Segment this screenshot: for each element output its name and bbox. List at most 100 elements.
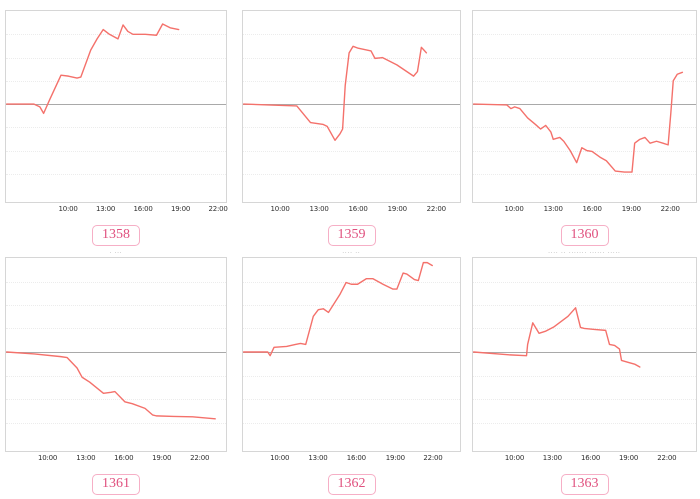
chart-line-path [244,46,427,140]
chart-line-path [474,308,640,367]
chart-id-badge[interactable]: 1361 [92,474,140,495]
gridline [243,80,460,82]
gridline [6,127,226,129]
line-chart-plot-area [472,257,697,452]
gridline [243,127,460,129]
chart-panel-1363: ···· ·· ······· ······ ····· 10:00 13:00 1… [472,243,697,495]
x-axis-tick-label: 19:00 [171,205,191,213]
chart-id-badge[interactable]: 1363 [560,474,609,495]
zero-baseline [6,351,226,353]
x-axis-tick-label: 13:00 [309,205,329,213]
gridline [6,328,226,330]
gridline [6,150,226,152]
x-axis-tick-label: 22:00 [423,454,443,462]
line-chart-svg [6,258,226,451]
x-axis-tick-label: 16:00 [348,205,368,213]
gridline [473,305,696,307]
gridline [6,281,226,283]
chart-line-path [7,24,179,113]
chart-id-badge[interactable]: 1358 [92,225,140,246]
gridline [6,422,226,424]
x-axis-tick-label: 16:00 [114,454,134,462]
gridline [473,127,696,129]
x-axis-tick-label: 19:00 [152,454,172,462]
x-axis: 10:00 13:00 16:00 19:00 22:00 [242,452,461,463]
chart-label-row: 1360 [472,223,697,246]
chart-label-row: 1362 [242,472,461,495]
x-axis-tick-label: 16:00 [133,205,153,213]
x-axis: 10:00 13:00 16:00 19:00 22:00 [472,452,697,463]
zero-baseline [473,104,696,106]
line-chart-plot-area [242,257,461,452]
zero-baseline [6,104,226,106]
x-axis-tick-label: 10:00 [270,454,290,462]
x-axis: 10:00 13:00 16:00 19:00 22:00 [472,203,697,214]
x-axis: 10:00 13:00 16:00 19:00 22:00 [242,203,461,214]
x-axis-tick-label: 22:00 [208,205,228,213]
gridline [473,34,696,36]
chart-line-path [7,352,216,419]
x-axis-tick-label: 19:00 [387,205,407,213]
x-axis-tick-label: 13:00 [76,454,96,462]
line-chart-plot-area [472,10,697,203]
chart-panel-1360: 10:00 13:00 16:00 19:00 22:00 1360 [472,0,697,246]
gridline [473,422,696,424]
chart-label-row: 1358 [5,223,227,246]
x-axis-tick-label: 13:00 [308,454,328,462]
gridline [6,399,226,401]
gridline [6,375,226,377]
gridline [243,328,460,330]
gridline [473,57,696,59]
x-axis-tick-label: 13:00 [95,205,116,213]
x-axis-tick-label: 13:00 [542,454,562,462]
chart-id-badge[interactable]: 1362 [327,474,376,495]
gridline [243,150,460,152]
x-axis-tick-label: 19:00 [619,454,639,462]
x-axis-tick-label: 10:00 [58,205,78,213]
line-chart-plot-area [242,10,461,203]
line-chart-plot-area [5,257,227,452]
chart-panel-1361: · ··· 10:00 13:00 16:00 19:00 22:00 1361 [5,243,227,495]
x-axis: 10:00 13:00 16:00 19:00 22:00 [5,203,227,214]
micro-chart-title: · ··· [109,250,123,256]
gridline [6,57,226,59]
chart-line-path [474,72,683,172]
x-axis-tick-label: 16:00 [580,454,601,462]
gridline [243,57,460,59]
chart-label-row: 1363 [472,472,697,495]
chart-label-row: 1361 [5,472,227,495]
gridline [6,305,226,307]
x-axis-tick-label: 13:00 [543,205,563,213]
clipped-chart-title-text: ·········· ···· [5,0,227,3]
line-chart-svg [6,11,226,202]
gridline [6,173,226,175]
chart-line-path [244,263,433,356]
x-axis-tick-label: 16:00 [582,205,602,213]
chart-panel-1359: 10:00 13:00 16:00 19:00 22:00 1359 [242,0,461,246]
chart-panel-1362: ···· ·· 10:00 13:00 16:00 19:00 22:00 1362 [242,243,461,495]
gridline [243,375,460,377]
x-axis-tick-label: 10:00 [504,454,525,462]
gridline [473,399,696,401]
chart-id-badge[interactable]: 1360 [560,225,609,246]
line-chart-plot-area [5,10,227,203]
x-axis-tick-label: 10:00 [270,205,290,213]
x-axis: 10:00 13:00 16:00 19:00 22:00 [5,452,227,463]
x-axis-tick-label: 10:00 [38,454,58,462]
x-axis-tick-label: 16:00 [346,454,366,462]
x-axis-tick-label: 22:00 [660,205,680,213]
gridline [243,305,460,307]
line-chart-svg [473,11,696,202]
chart-row-bottom: · ··· 10:00 13:00 16:00 19:00 22:00 1361 ···… [0,243,700,495]
gridline [473,173,696,175]
gridline [243,399,460,401]
gridline [6,34,226,36]
x-axis-tick-label: 22:00 [426,205,446,213]
chart-id-badge[interactable]: 1359 [327,225,376,246]
chart-row-top: ·········· ···· 10:00 13:00 16:00 19:00 22:0… [0,0,700,246]
gridline [473,80,696,82]
gridline [243,34,460,36]
x-axis-tick-label: 19:00 [385,454,405,462]
zero-baseline [243,351,460,353]
gridline [473,281,696,283]
